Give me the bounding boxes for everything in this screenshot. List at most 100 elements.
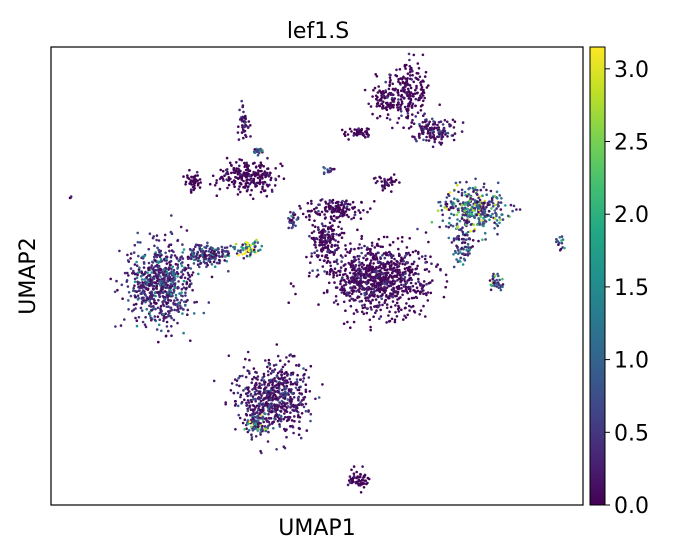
scatter-point (342, 300, 346, 304)
scatter-point (159, 304, 163, 308)
scatter-point (421, 53, 425, 57)
scatter-point (312, 230, 316, 233)
scatter-point (456, 246, 459, 250)
scatter-point (280, 370, 284, 374)
scatter-point (404, 316, 408, 319)
scatter-point (494, 211, 497, 215)
scatter-point (134, 295, 137, 299)
scatter-point (170, 270, 173, 273)
scatter-point (391, 99, 395, 102)
scatter-point (390, 183, 394, 186)
scatter-point (273, 368, 277, 371)
scatter-point (412, 260, 416, 264)
scatter-point (393, 88, 397, 92)
scatter-point (220, 250, 224, 254)
scatter-point (456, 184, 459, 187)
scatter-point (366, 210, 369, 214)
scatter-point (157, 293, 161, 297)
scatter-point (306, 209, 310, 213)
scatter-point (495, 282, 499, 286)
scatter-point (223, 259, 226, 262)
scatter-point (425, 283, 428, 286)
scatter-point (202, 311, 206, 315)
scatter-point (447, 208, 451, 211)
scatter-point (264, 171, 268, 175)
scatter-point (389, 283, 392, 287)
scatter-point (185, 229, 189, 232)
scatter-point (166, 283, 169, 287)
scatter-point (369, 261, 372, 265)
scatter-point (360, 299, 364, 303)
scatter-point (248, 372, 251, 375)
scatter-point (396, 90, 400, 93)
scatter-point (303, 395, 307, 399)
scatter-point (244, 357, 247, 361)
scatter-point (237, 125, 240, 128)
scatter-point (316, 268, 319, 272)
scatter-point (267, 420, 271, 424)
scatter-point (272, 427, 275, 430)
scatter-point (233, 245, 237, 249)
scatter-point (425, 127, 429, 130)
scatter-point (281, 365, 285, 369)
scatter-point (187, 273, 190, 277)
scatter-point (243, 398, 246, 402)
scatter-point (292, 284, 295, 288)
scatter-point (332, 275, 335, 279)
scatter-point (415, 86, 418, 90)
scatter-point (187, 266, 190, 270)
scatter-point (462, 257, 466, 261)
scatter-point (371, 285, 374, 288)
scatter-point (497, 274, 500, 278)
scatter-point (235, 161, 238, 164)
scatter-point (416, 111, 420, 114)
scatter-point (328, 261, 332, 264)
scatter-point (404, 254, 407, 258)
scatter-point (313, 225, 317, 228)
scatter-point (407, 52, 411, 56)
scatter-point (359, 284, 362, 287)
scatter-point (351, 260, 355, 264)
scatter-point (408, 277, 411, 280)
scatter-point (204, 249, 208, 253)
scatter-point (416, 91, 419, 95)
scatter-point (266, 174, 270, 177)
scatter-point (164, 273, 168, 276)
scatter-point (393, 318, 397, 322)
scatter-point (385, 269, 389, 272)
scatter-point (334, 286, 338, 289)
scatter-point (345, 205, 349, 208)
scatter-point (254, 435, 258, 438)
scatter-point (463, 213, 467, 217)
scatter-point (359, 263, 363, 266)
scatter-point (165, 257, 168, 261)
scatter-point (212, 260, 216, 264)
scatter-point (452, 126, 456, 129)
scatter-point (140, 297, 143, 300)
scatter-point (198, 178, 202, 181)
scatter-point (350, 292, 354, 296)
scatter-point (318, 203, 321, 206)
scatter-point (474, 186, 477, 189)
scatter-point (352, 465, 356, 468)
scatter-point (134, 307, 137, 310)
scatter-point (398, 68, 402, 71)
scatter-point (386, 260, 389, 264)
scatter-point (235, 167, 238, 170)
scatter-point (335, 200, 339, 204)
scatter-point (416, 264, 419, 268)
scatter-point (355, 308, 358, 312)
scatter-point (380, 184, 384, 187)
scatter-point (423, 96, 427, 100)
scatter-point (479, 188, 483, 192)
scatter-point (337, 225, 340, 229)
scatter-point (332, 273, 336, 277)
scatter-point (399, 280, 402, 283)
scatter-point (416, 62, 420, 65)
scatter-point (285, 356, 288, 359)
scatter-point (144, 293, 147, 297)
scatter-point (388, 91, 392, 95)
scatter-point (254, 165, 258, 168)
scatter-point (338, 273, 342, 277)
scatter-point (484, 238, 487, 241)
